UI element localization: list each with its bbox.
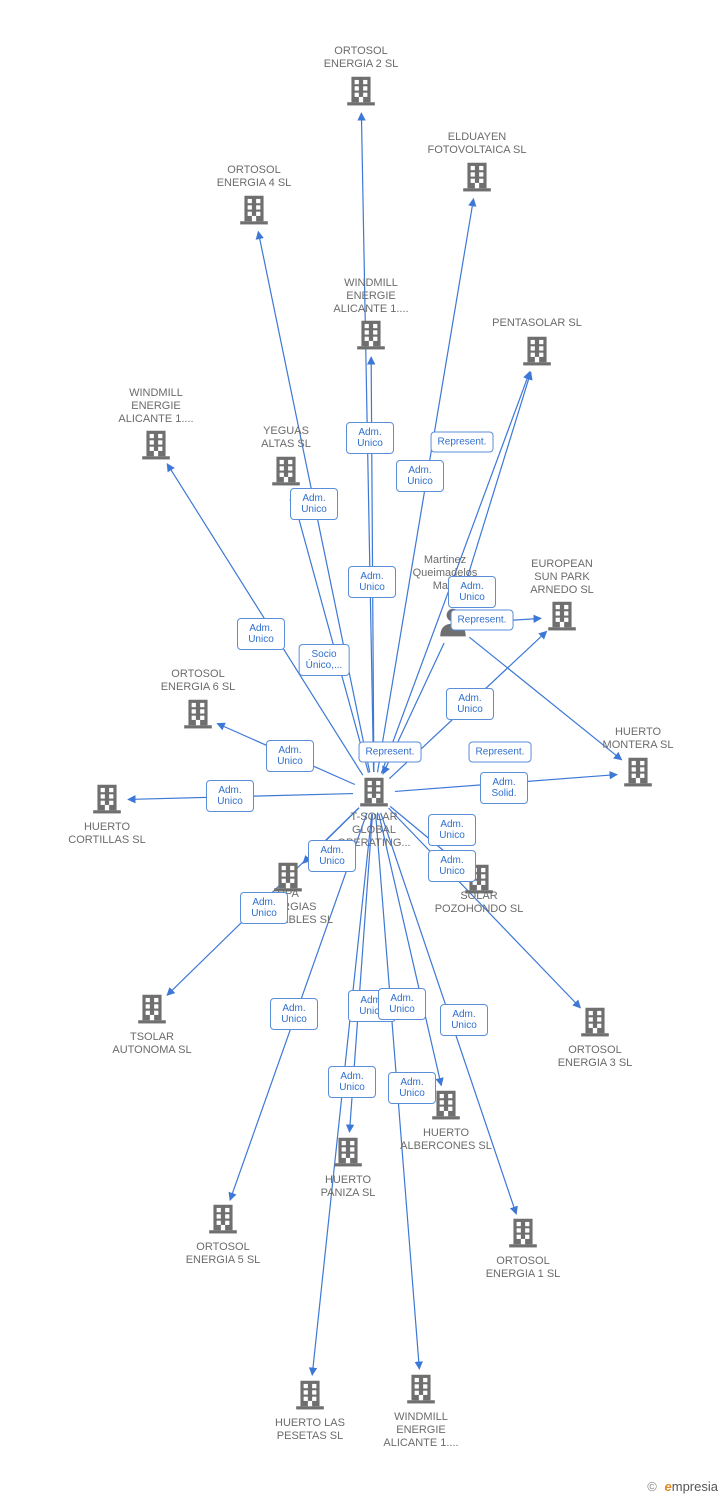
building-icon[interactable] (181, 696, 215, 735)
building-icon[interactable] (357, 774, 391, 813)
edge-label: Adm. Unico (446, 688, 494, 720)
node-label: ORTOSOL ENERGIA 4 SL (217, 164, 292, 190)
edge-label: Adm. Unico (270, 998, 318, 1030)
node-label: ORTOSOL ENERGIA 5 SL (186, 1241, 261, 1267)
node-label: ELDUAYEN FOTOVOLTAICA SL (427, 131, 526, 157)
edge-label: Adm. Unico (378, 988, 426, 1020)
edge-label: Adm. Unico (266, 740, 314, 772)
building-icon[interactable] (545, 598, 579, 637)
node-label: HUERTO MONTERA SL (603, 726, 674, 752)
edge-label: Adm. Unico (206, 780, 254, 812)
edge-label: Adm. Unico (308, 840, 356, 872)
edge-label: Represent. (451, 610, 514, 631)
building-icon[interactable] (621, 754, 655, 793)
node-label: WINDMILL ENERGIE ALICANTE 1.... (333, 277, 408, 317)
building-icon[interactable] (90, 781, 124, 820)
building-icon[interactable] (354, 317, 388, 356)
node-label: TSOLAR AUTONOMA SL (112, 1031, 191, 1057)
edge-label: Adm. Unico (396, 460, 444, 492)
node-label: HUERTO CORTILLAS SL (68, 821, 145, 847)
building-icon[interactable] (269, 453, 303, 492)
node-label: ORTOSOL ENERGIA 6 SL (161, 668, 236, 694)
edge-label: Adm. Unico (440, 1004, 488, 1036)
building-icon[interactable] (460, 159, 494, 198)
node-label: WINDMILL ENERGIE ALICANTE 1.... (383, 1411, 458, 1451)
edge-label: Socio Único,... (299, 644, 350, 676)
edge-label: Represent. (431, 432, 494, 453)
node-label: YEGUAS ALTAS SL (261, 425, 311, 451)
node-label: SOLAR POZOHONDO SL (435, 890, 524, 916)
building-icon[interactable] (578, 1004, 612, 1043)
node-label: ORTOSOL ENERGIA 2 SL (324, 45, 399, 71)
footer-copyright: © empresia (647, 1479, 718, 1494)
edge-label: Adm. Unico (388, 1072, 436, 1104)
node-label: HUERTO PANIZA SL (321, 1174, 376, 1200)
edge-label: Adm. Unico (237, 618, 285, 650)
building-icon[interactable] (331, 1134, 365, 1173)
edge-label: Adm. Unico (428, 850, 476, 882)
edge-label: Represent. (469, 742, 532, 763)
edge-label: Adm. Unico (428, 814, 476, 846)
edge-label: Adm. Unico (346, 422, 394, 454)
node-label: EUROPEAN SUN PARK ARNEDO SL (530, 558, 594, 598)
node-label: ORTOSOL ENERGIA 1 SL (486, 1255, 561, 1281)
building-icon[interactable] (206, 1201, 240, 1240)
node-label: HUERTO LAS PESETAS SL (275, 1417, 345, 1443)
building-icon[interactable] (135, 991, 169, 1030)
edge-label: Represent. (359, 742, 422, 763)
edge-label: Adm. Unico (240, 892, 288, 924)
brand-rest: mpresia (672, 1479, 718, 1494)
edge-label: Adm. Unico (290, 488, 338, 520)
node-label: HUERTO ALBERCONES SL (400, 1127, 492, 1153)
copyright-symbol: © (647, 1479, 657, 1494)
building-icon[interactable] (293, 1377, 327, 1416)
node-label: ORTOSOL ENERGIA 3 SL (558, 1044, 633, 1070)
building-icon[interactable] (237, 192, 271, 231)
node-label: PENTASOLAR SL (492, 317, 582, 330)
brand-e: e (665, 1479, 672, 1494)
edge-label: Adm. Unico (348, 566, 396, 598)
node-label: WINDMILL ENERGIE ALICANTE 1.... (118, 387, 193, 427)
building-icon[interactable] (344, 73, 378, 112)
building-icon[interactable] (520, 333, 554, 372)
building-icon[interactable] (139, 427, 173, 466)
edge-label: Adm. Unico (328, 1066, 376, 1098)
building-icon[interactable] (404, 1371, 438, 1410)
building-icon[interactable] (506, 1215, 540, 1254)
edge-label: Adm. Unico (448, 576, 496, 608)
edge-label: Adm. Solid. (480, 772, 528, 804)
